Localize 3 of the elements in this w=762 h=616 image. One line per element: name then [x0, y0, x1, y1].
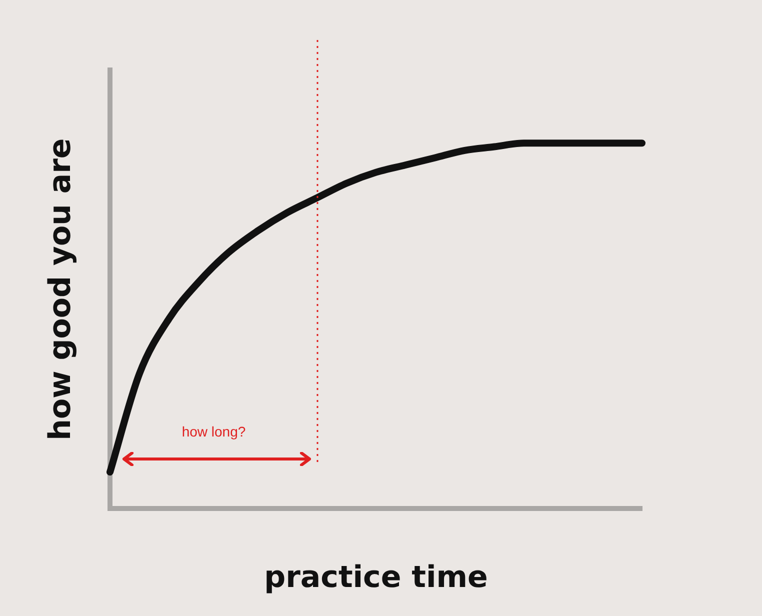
x-axis-title: practice time — [264, 560, 488, 595]
y-axis-title: how good you are — [42, 138, 78, 440]
annotation: how long? — [182, 424, 246, 440]
